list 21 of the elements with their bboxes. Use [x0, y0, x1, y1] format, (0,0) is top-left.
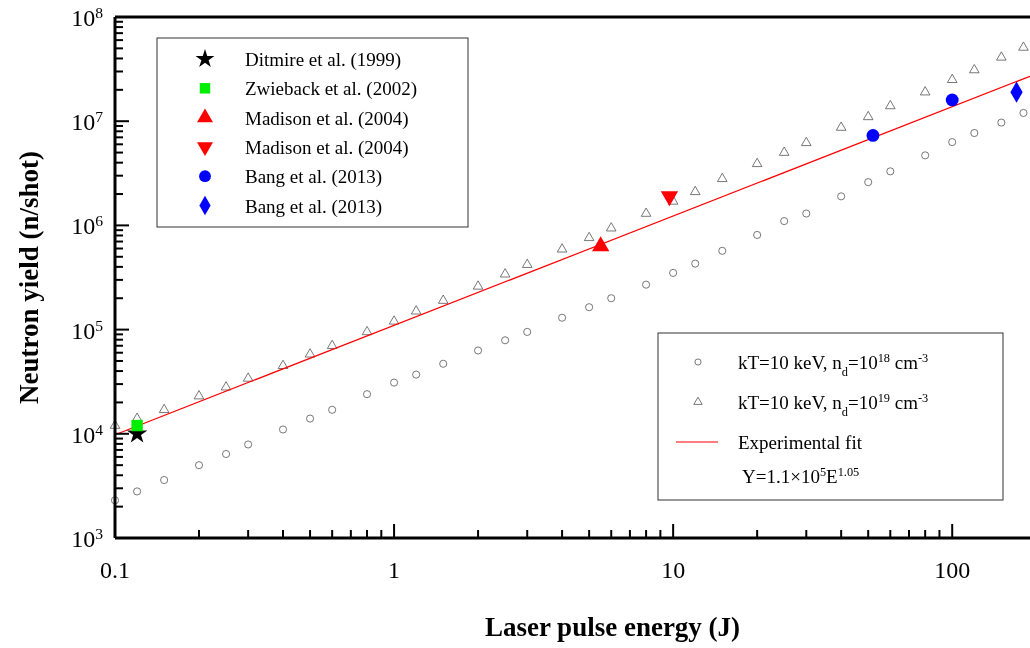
legend-label: Bang et al. (2013)	[245, 166, 383, 189]
y-axis-title: Neutron yield (n/shot)	[14, 150, 44, 405]
legend-label: kT=10 keV, n$_{d}$=10$^{18}$ cm$^{-3}$	[738, 351, 929, 379]
legend-label: kT=10 keV, n$_{d}$=10$^{19}$ cm$^{-3}$	[738, 391, 929, 419]
legend-label: Experimental fit Y=1.1×10$^{5}$E$^{1.05}$	[738, 432, 863, 487]
x-tick-label: 100	[934, 557, 971, 583]
x-axis-title: Laser pulse energy (J)	[484, 612, 741, 642]
y-tick-label: 10$^{5}$	[71, 316, 104, 344]
legend-label: Madison et al. (2004)	[245, 107, 409, 130]
legend-label: Ditmire et al. (1999)	[245, 49, 402, 71]
y-tick-label: 10$^{4}$	[71, 420, 104, 448]
y-tick-label: 10$^{3}$	[71, 524, 104, 552]
legend-label: Zwieback et al. (2002)	[245, 78, 417, 101]
legend-label: Bang et al. (2013)	[245, 195, 383, 218]
x-tick-label: 1	[388, 557, 401, 583]
x-tick-label: 10	[661, 557, 686, 583]
legend-label: Madison et al. (2004)	[245, 136, 409, 159]
y-tick-label: 10$^{6}$	[71, 211, 104, 240]
x-tick-label: 0.1	[100, 557, 130, 583]
y-tick-label: 10$^{8}$	[71, 3, 104, 31]
y-tick-label: 10$^{7}$	[71, 107, 104, 136]
